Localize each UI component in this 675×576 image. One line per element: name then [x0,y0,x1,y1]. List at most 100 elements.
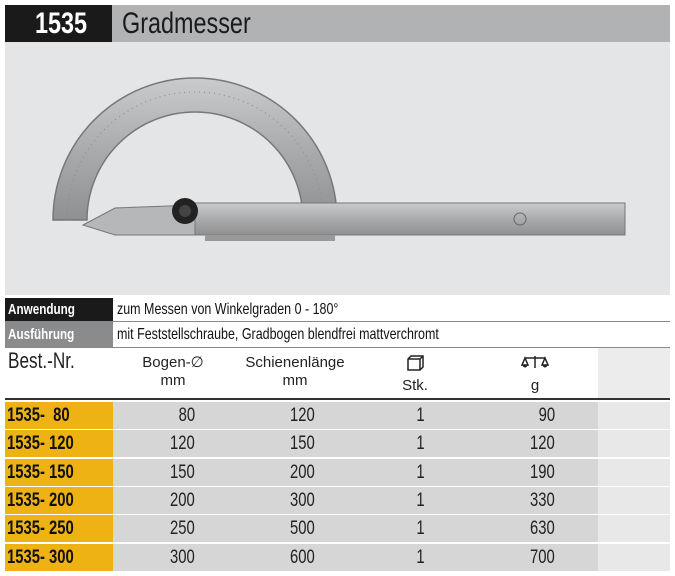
col-arc-label: Bogen-∅ [142,354,204,371]
order-number-text: 1535- 200 [7,489,74,511]
info-label-text: Anwendung [8,301,75,318]
col-rail-unit: mm [282,372,308,389]
col-qty-label: Stk. [402,377,428,394]
product-code: 1535 [5,5,112,42]
qty-text: 1 [416,405,425,426]
info-value-text: zum Messen von Winkelgraden 0 - 180° [117,300,339,318]
qty-value: 1 [385,459,425,486]
weight-text: 90 [538,405,555,426]
order-number-text: 1535- 150 [7,461,74,483]
order-number: 1535- 200 [5,486,113,514]
arc-text: 250 [170,518,195,540]
product-title-text: Gradmesser [122,7,251,40]
info-label: Ausführung [5,322,113,347]
weight-value: 120 [500,430,555,457]
table-row: 1535- 250 250 500 1 630 [5,515,670,543]
weight-text: 190 [530,461,555,483]
qty-text: 1 [416,489,425,511]
rail-text: 500 [290,518,315,540]
order-number-text: 1535- 250 [7,518,74,540]
order-number: 1535- 150 [5,458,113,486]
arc-text: 120 [170,433,195,455]
weight-value: 630 [500,515,555,542]
info-row-application: Anwendung zum Messen von Winkelgraden 0 … [5,298,670,322]
qty-text: 1 [416,546,425,568]
arc-text: 200 [170,489,195,511]
empty-cell [598,543,670,571]
col-qty: Stk. [390,354,440,395]
rail-text: 300 [290,489,315,511]
qty-value: 1 [385,515,425,542]
rail-value: 600 [265,544,315,571]
col-arc: Bogen-∅ mm [133,354,213,390]
rail-text: 150 [290,433,315,455]
weight-text: 330 [530,489,555,511]
arc-value: 250 [145,515,195,542]
table-row: 1535- 120 120 150 1 120 [5,430,670,458]
col-rail: Schienenlänge mm [240,354,350,390]
order-number-text: 1535- 80 [7,405,70,426]
col-rail-label: Schienenlänge [245,354,345,371]
weight-text: 630 [530,518,555,540]
weight-text: 120 [530,433,555,455]
order-number: 1535- 120 [5,430,113,458]
product-image [5,42,670,295]
weight-value: 700 [500,544,555,571]
box-icon [407,355,424,371]
table-row: 1535- 150 150 200 1 190 [5,458,670,486]
col-order-no-text: Best.-Nr. [8,348,75,373]
order-number-text: 1535- 300 [7,546,74,568]
info-row-design: Ausführung mit Feststellschraube, Gradbo… [5,322,670,348]
weight-value: 330 [500,487,555,514]
rail-value: 500 [265,515,315,542]
scale-icon [520,356,550,368]
rail-text: 120 [290,405,315,426]
weight-value: 90 [500,402,555,429]
col-arc-unit: mm [160,372,186,389]
rail-text: 200 [290,461,315,483]
col-weight: g [510,354,560,395]
title-bar: 1535 Gradmesser [5,5,670,42]
empty-column [598,348,670,398]
arc-text: 300 [170,546,195,568]
arc-value: 150 [145,459,195,486]
arc-text: 150 [170,461,195,483]
rail-value: 120 [265,402,315,429]
rail-value: 300 [265,487,315,514]
arc-value: 200 [145,487,195,514]
product-code-text: 1535 [35,7,88,40]
product-title: Gradmesser [122,5,287,42]
rail-text: 600 [290,546,315,568]
protractor-illustration [52,77,626,241]
info-label-text: Ausführung [8,326,75,343]
arc-value: 120 [145,430,195,457]
qty-value: 1 [385,402,425,429]
empty-cell [598,402,670,429]
table-header: Best.-Nr. Bogen-∅ mm Schienenlänge mm Stk.… [5,348,670,400]
qty-text: 1 [416,461,425,483]
table-row: 1535- 80 80 120 1 90 [5,402,670,429]
arc-value: 300 [145,544,195,571]
arc-value: 80 [145,402,195,429]
empty-cell [598,486,670,514]
qty-value: 1 [385,430,425,457]
weight-value: 190 [500,459,555,486]
order-number: 1535- 250 [5,515,113,543]
weight-text: 700 [530,546,555,568]
col-weight-label: g [530,377,540,394]
info-value-text: mit Feststellschraube, Gradbogen blendfr… [117,325,439,343]
order-number: 1535- 300 [5,543,113,571]
order-number: 1535- 80 [5,402,113,429]
table-row: 1535- 200 200 300 1 330 [5,486,670,514]
rail-value: 150 [265,430,315,457]
col-order-no: Best.-Nr. [8,348,94,373]
table-row: 1535- 300 300 600 1 700 [5,543,670,571]
qty-value: 1 [385,544,425,571]
order-number-text: 1535- 120 [7,433,74,455]
empty-cell [598,458,670,486]
arc-text: 80 [178,405,195,426]
qty-value: 1 [385,487,425,514]
qty-text: 1 [416,518,425,540]
empty-cell [598,430,670,458]
qty-text: 1 [416,433,425,455]
